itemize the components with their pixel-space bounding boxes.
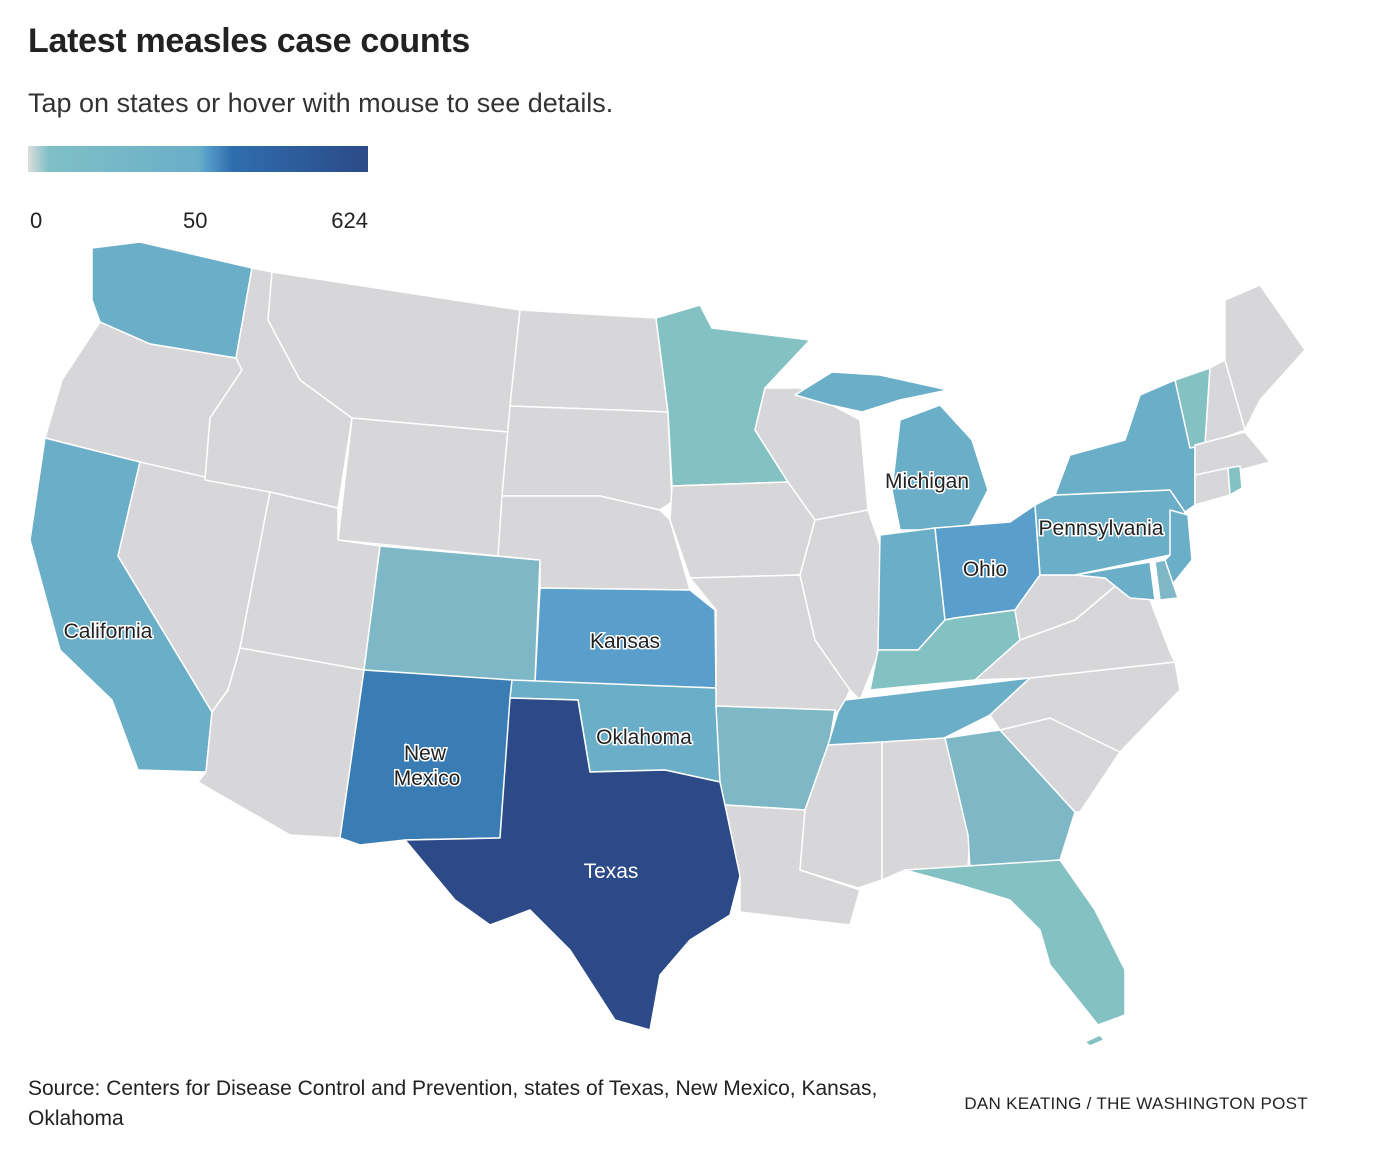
state-delaware[interactable] [1154, 559, 1179, 601]
state-north-dakota[interactable] [509, 309, 669, 413]
label-ohio: Ohio [963, 558, 1007, 581]
source-note: Source: Centers for Disease Control and … [28, 1077, 878, 1130]
legend-gradient-bar [28, 146, 368, 172]
legend-min-label: 0 [30, 208, 43, 233]
legend-max-label: 624 [331, 208, 368, 233]
label-new-mexico-line2: Mexico [394, 767, 461, 790]
label-michigan: Michigan [885, 470, 969, 493]
state-rhode-island[interactable] [1227, 465, 1243, 496]
credit-line: DAN KEATING / THE WASHINGTON POST [964, 1094, 1308, 1113]
state-michigan-upper[interactable] [794, 371, 949, 413]
legend-labels: 0 50 624 [28, 172, 368, 233]
legend-mid-label: 50 [183, 208, 208, 233]
state-connecticut[interactable] [1194, 467, 1231, 506]
label-california: California [64, 620, 153, 643]
state-south-dakota[interactable] [501, 405, 673, 511]
label-kansas: Kansas [590, 630, 660, 653]
state-texas[interactable] [404, 697, 741, 1031]
state-maine[interactable] [1224, 284, 1306, 431]
state-michigan[interactable] [891, 404, 989, 531]
state-florida[interactable] [904, 859, 1126, 1026]
color-legend: 0 50 624 [28, 146, 368, 233]
label-oklahoma: Oklahoma [596, 726, 692, 749]
state-florida-keys[interactable] [1084, 1034, 1105, 1047]
label-texas: Texas [584, 860, 639, 883]
state-wyoming[interactable] [337, 417, 509, 557]
state-iowa[interactable] [669, 481, 816, 579]
state-maryland[interactable] [1074, 561, 1156, 601]
label-new-mexico-line1: New [404, 742, 447, 765]
label-pennsylvania: Pennsylvania [1039, 517, 1164, 540]
state-colorado[interactable] [363, 545, 541, 683]
state-massachusetts[interactable] [1194, 431, 1271, 476]
state-new-york[interactable] [1054, 379, 1196, 513]
chart-title: Latest measles case counts [28, 22, 470, 60]
chart-subtitle: Tap on states or hover with mouse to see… [28, 88, 614, 118]
